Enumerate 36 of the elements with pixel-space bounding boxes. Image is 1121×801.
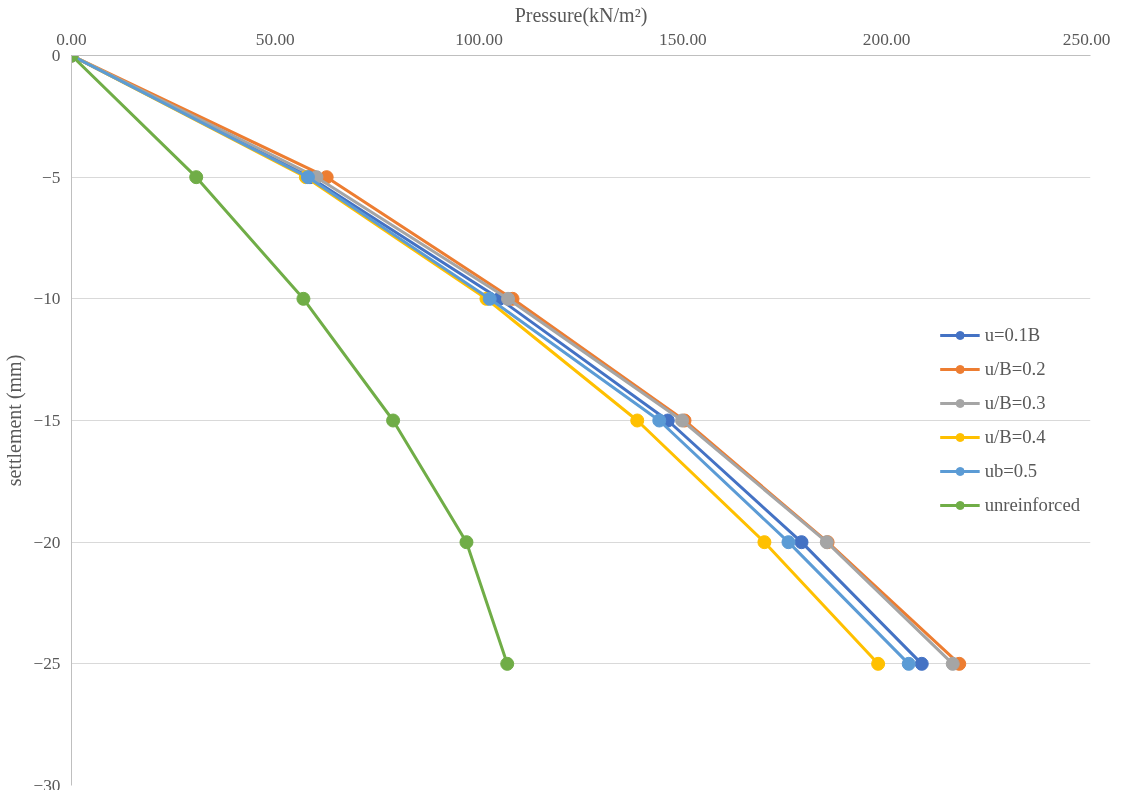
y-tick-label: −30 — [33, 775, 61, 795]
legend-label: u/B=0.3 — [984, 392, 1046, 414]
legend-label: unreinforced — [984, 494, 1080, 516]
point — [901, 656, 916, 671]
point — [501, 291, 516, 306]
point — [757, 535, 772, 550]
point — [386, 413, 401, 428]
x-tick-label: 150.00 — [659, 29, 707, 49]
point — [459, 535, 474, 550]
y-tick-label: −20 — [33, 532, 61, 552]
point — [652, 413, 667, 428]
point — [945, 656, 960, 671]
legend-label: ub=0.5 — [984, 460, 1038, 482]
y-axis-title: settlement (mm) — [3, 354, 27, 487]
point — [781, 535, 796, 550]
x-axis-title: Pressure(kN/m²) — [514, 3, 648, 27]
y-tick-label: 0 — [51, 46, 61, 65]
y-tick-label: −5 — [42, 167, 61, 187]
point — [914, 656, 929, 671]
point — [500, 656, 515, 671]
point — [189, 170, 204, 185]
y-tick-label: −15 — [33, 411, 61, 430]
legend-label: u=0.1B — [984, 324, 1041, 346]
point — [871, 656, 886, 671]
x-tick-label: 250.00 — [1062, 29, 1111, 49]
x-tick-label: 0.00 — [56, 29, 87, 49]
y-tick-label: −25 — [33, 654, 61, 674]
x-tick-label: 100.00 — [455, 29, 503, 49]
x-tick-label: 50.00 — [255, 29, 295, 49]
point — [794, 535, 809, 550]
x-tick-label: 200.00 — [862, 29, 911, 49]
y-tick-label: −10 — [33, 289, 61, 309]
legend-label: u/B=0.4 — [984, 426, 1046, 448]
point — [630, 413, 645, 428]
legend-label: u/B=0.2 — [984, 358, 1046, 380]
point — [296, 291, 311, 306]
